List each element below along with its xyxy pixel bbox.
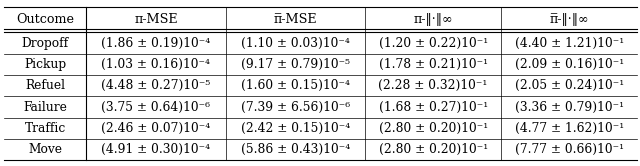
Text: (2.28 ± 0.32)10⁻¹: (2.28 ± 0.32)10⁻¹ — [378, 79, 488, 92]
Text: π̅-MSE: π̅-MSE — [273, 13, 317, 26]
Text: Traffic: Traffic — [24, 122, 66, 135]
Text: (1.20 ± 0.22)10⁻¹: (1.20 ± 0.22)10⁻¹ — [378, 37, 488, 50]
Text: (9.17 ± 0.79)10⁻⁵: (9.17 ± 0.79)10⁻⁵ — [241, 58, 350, 71]
Text: (2.80 ± 0.20)10⁻¹: (2.80 ± 0.20)10⁻¹ — [378, 143, 488, 156]
Text: (1.03 ± 0.16)10⁻⁴: (1.03 ± 0.16)10⁻⁴ — [102, 58, 211, 71]
Text: Pickup: Pickup — [24, 58, 66, 71]
Text: (1.10 ± 0.03)10⁻⁴: (1.10 ± 0.03)10⁻⁴ — [241, 37, 349, 50]
Text: (2.09 ± 0.16)10⁻¹: (2.09 ± 0.16)10⁻¹ — [515, 58, 624, 71]
Text: π-MSE: π-MSE — [134, 13, 178, 26]
Text: (4.48 ± 0.27)10⁻⁵: (4.48 ± 0.27)10⁻⁵ — [101, 79, 211, 92]
Text: (2.46 ± 0.07)10⁻⁴: (2.46 ± 0.07)10⁻⁴ — [101, 122, 211, 135]
Text: (7.39 ± 6.56)10⁻⁶: (7.39 ± 6.56)10⁻⁶ — [241, 101, 350, 114]
Text: π̅-‖·‖∞: π̅-‖·‖∞ — [550, 13, 589, 26]
Text: (3.36 ± 0.79)10⁻¹: (3.36 ± 0.79)10⁻¹ — [515, 101, 624, 114]
Text: Move: Move — [28, 143, 62, 156]
Text: (1.86 ± 0.19)10⁻⁴: (1.86 ± 0.19)10⁻⁴ — [101, 37, 211, 50]
Text: (2.05 ± 0.24)10⁻¹: (2.05 ± 0.24)10⁻¹ — [515, 79, 624, 92]
Text: Outcome: Outcome — [16, 13, 74, 26]
Text: (1.78 ± 0.21)10⁻¹: (1.78 ± 0.21)10⁻¹ — [379, 58, 488, 71]
Text: Refuel: Refuel — [25, 79, 65, 92]
Text: (4.91 ± 0.30)10⁻⁴: (4.91 ± 0.30)10⁻⁴ — [101, 143, 211, 156]
Text: (2.80 ± 0.20)10⁻¹: (2.80 ± 0.20)10⁻¹ — [378, 122, 488, 135]
Text: (1.68 ± 0.27)10⁻¹: (1.68 ± 0.27)10⁻¹ — [378, 101, 488, 114]
Text: (4.40 ± 1.21)10⁻¹: (4.40 ± 1.21)10⁻¹ — [515, 37, 624, 50]
Text: Dropoff: Dropoff — [22, 37, 68, 50]
Text: (3.75 ± 0.64)10⁻⁶: (3.75 ± 0.64)10⁻⁶ — [101, 101, 211, 114]
Text: π-‖·‖∞: π-‖·‖∞ — [413, 13, 453, 26]
Text: (4.77 ± 1.62)10⁻¹: (4.77 ± 1.62)10⁻¹ — [515, 122, 624, 135]
Text: (5.86 ± 0.43)10⁻⁴: (5.86 ± 0.43)10⁻⁴ — [241, 143, 350, 156]
Text: Failure: Failure — [23, 101, 67, 114]
Text: (2.42 ± 0.15)10⁻⁴: (2.42 ± 0.15)10⁻⁴ — [241, 122, 350, 135]
Text: (1.60 ± 0.15)10⁻⁴: (1.60 ± 0.15)10⁻⁴ — [241, 79, 349, 92]
Text: (7.77 ± 0.66)10⁻¹: (7.77 ± 0.66)10⁻¹ — [515, 143, 624, 156]
